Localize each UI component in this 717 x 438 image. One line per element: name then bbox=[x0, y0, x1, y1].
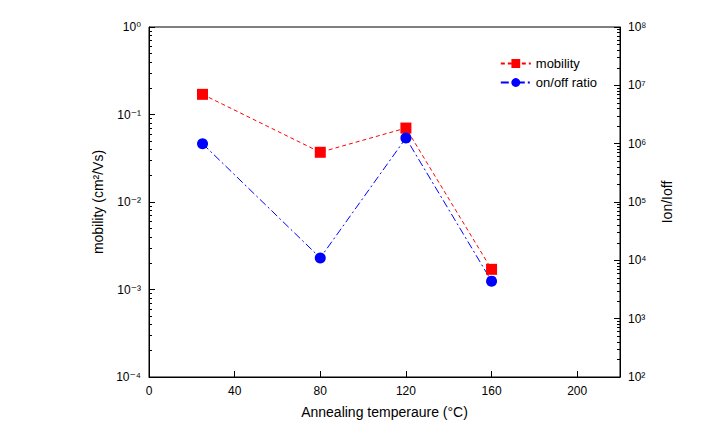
svg-text:10⁰: 10⁰ bbox=[123, 20, 141, 34]
svg-text:mobility (cm²/Vs): mobility (cm²/Vs) bbox=[90, 150, 106, 254]
svg-text:80: 80 bbox=[314, 384, 328, 398]
svg-text:10⁷: 10⁷ bbox=[628, 78, 646, 92]
svg-text:on/off ratio: on/off ratio bbox=[536, 75, 597, 90]
svg-text:10⁻³: 10⁻³ bbox=[117, 283, 141, 297]
svg-text:40: 40 bbox=[228, 384, 242, 398]
svg-text:10⁻¹: 10⁻¹ bbox=[117, 108, 141, 122]
svg-text:10⁶: 10⁶ bbox=[628, 137, 646, 151]
svg-text:10⁴: 10⁴ bbox=[628, 253, 647, 267]
svg-text:200: 200 bbox=[567, 384, 587, 398]
svg-text:10⁸: 10⁸ bbox=[628, 20, 646, 34]
svg-text:mobility: mobility bbox=[536, 56, 581, 71]
svg-text:10⁻²: 10⁻² bbox=[117, 195, 141, 209]
svg-text:0: 0 bbox=[146, 384, 153, 398]
svg-text:Annealing temperaure (°C): Annealing temperaure (°C) bbox=[301, 404, 468, 420]
svg-text:120: 120 bbox=[396, 384, 416, 398]
svg-text:10⁻⁴: 10⁻⁴ bbox=[116, 370, 141, 384]
svg-text:Ion/Ioff: Ion/Ioff bbox=[659, 181, 675, 224]
svg-text:10⁵: 10⁵ bbox=[628, 195, 646, 209]
svg-text:10³: 10³ bbox=[628, 312, 645, 326]
svg-text:160: 160 bbox=[482, 384, 502, 398]
svg-text:10²: 10² bbox=[628, 370, 645, 384]
